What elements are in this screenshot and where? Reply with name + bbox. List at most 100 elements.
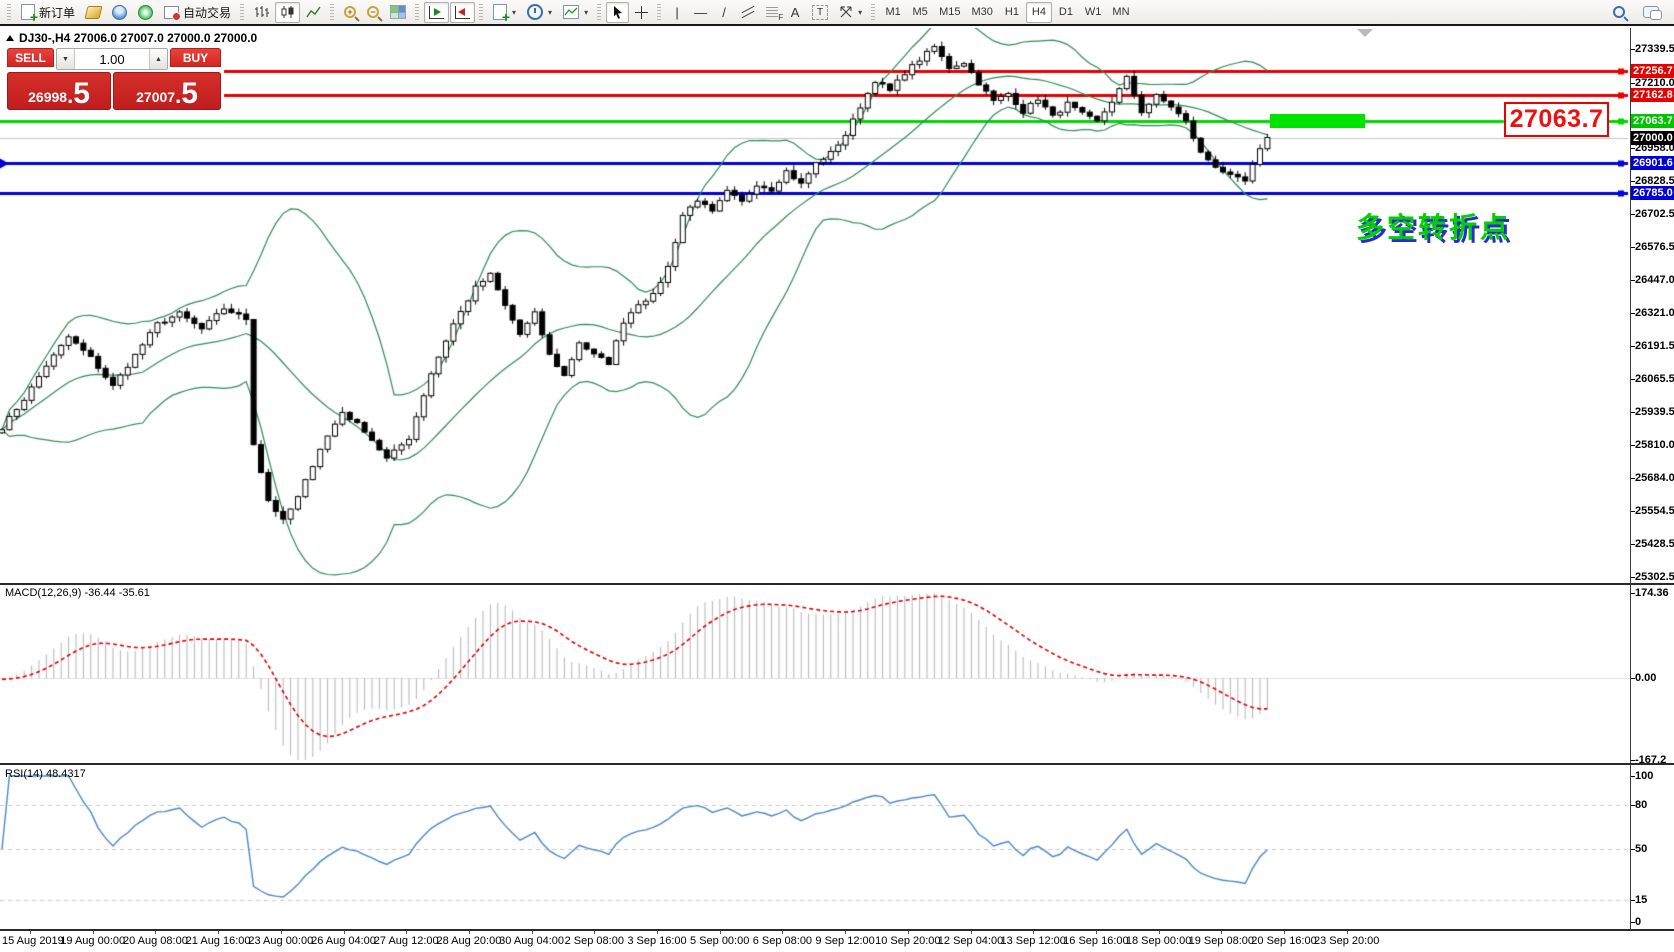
collapse-triangle-icon[interactable] (6, 35, 14, 41)
time-axis-label: 19 Sep 08:00 (1188, 935, 1255, 947)
time-axis-label: 3 Sep 16:00 (627, 935, 687, 947)
highlight-rectangle[interactable] (1270, 114, 1365, 128)
main-toolbar: 新订单 自动交易 (0, 0, 1674, 26)
auto-trading-label: 自动交易 (183, 5, 232, 20)
text-label-icon: T (812, 4, 829, 20)
volume-input[interactable]: 1.00 (99, 51, 125, 67)
timeframe-m5-button[interactable]: M5 (912, 6, 928, 18)
crosshair-tool-button[interactable] (630, 2, 653, 23)
time-axis-tick (1346, 931, 1348, 934)
axis-tick-mark (1631, 759, 1635, 761)
axis-tick-mark (1631, 544, 1635, 546)
auto-trading-button[interactable]: 自动交易 (159, 2, 236, 23)
profile-button[interactable] (107, 2, 132, 23)
buy-button[interactable]: BUY (170, 48, 221, 70)
search-button[interactable] (1608, 2, 1630, 23)
new-chart-dropdown[interactable]: ▾ (488, 2, 521, 25)
time-axis-label: 30 Aug 04:00 (499, 935, 565, 947)
rsi-panel-canvas[interactable] (0, 765, 1630, 929)
time-axis-tick (845, 931, 847, 934)
signals-icon (138, 4, 154, 20)
signals-button[interactable] (133, 2, 158, 23)
toolbar-grip (415, 4, 420, 20)
profiles-dropdown[interactable]: ▾ (522, 2, 557, 23)
price-level-badge: 27256.7 (1631, 64, 1674, 78)
price-axis-label: 26702.5 (1631, 208, 1674, 221)
axis-tick-mark (1631, 411, 1635, 413)
price-axis-column[interactable]: 27339.5 27210.0 26958.0 26828.5 26702.5 26576… (1631, 0, 1674, 952)
macd-panel-canvas[interactable] (0, 585, 1630, 763)
vertical-line-tool-button[interactable]: | (666, 2, 688, 23)
text-tool-button[interactable]: A (784, 2, 806, 23)
channel-tool-button[interactable] (736, 2, 760, 23)
line-chart-mode-button[interactable] (301, 2, 326, 23)
sell-price-box[interactable]: 26998. 5 (7, 72, 111, 110)
panel-separator[interactable] (0, 763, 1674, 765)
time-axis-label: 12 Sep 04:00 (937, 935, 1004, 947)
candlestick-mode-button[interactable] (275, 1, 301, 23)
timeframe-m30-button[interactable]: M30 (971, 6, 993, 18)
timeframe-h1-button[interactable]: H1 (1004, 6, 1019, 18)
dropdown-caret-icon: ▾ (858, 7, 863, 17)
time-axis-label: 9 Sep 12:00 (815, 935, 875, 947)
time-axis-label: 2 Sep 08:00 (564, 935, 624, 947)
chat-button[interactable] (1638, 2, 1664, 23)
toolbar-grip (330, 4, 335, 20)
price-chart-canvas[interactable] (0, 28, 1630, 583)
tile-windows-button[interactable] (385, 2, 411, 23)
timeframe-mn-button[interactable]: MN (1112, 6, 1130, 18)
timeframe-d1-button[interactable]: D1 (1058, 6, 1073, 18)
timeframe-w1-button[interactable]: W1 (1084, 6, 1102, 18)
toolbar-grip (7, 4, 11, 20)
timeframe-m15-button[interactable]: M15 (939, 6, 961, 18)
horizontal-line-tool-button[interactable]: — (689, 2, 712, 23)
time-axis-label: 20 Aug 08:00 (122, 935, 188, 947)
time-axis[interactable]: 15 Aug 2019 19 Aug 00:00 20 Aug 08:00 21 Au… (0, 931, 1630, 952)
time-axis-tick (218, 931, 220, 934)
timeframe-m1-button[interactable]: M1 (885, 6, 901, 18)
price-axis-label: 27339.5 (1631, 43, 1674, 56)
time-axis-tick (1284, 931, 1285, 934)
sell-button[interactable]: SELL (7, 48, 54, 70)
panel-separator[interactable] (0, 583, 1674, 585)
auto-scroll-button[interactable] (424, 1, 450, 23)
new-order-icon (21, 4, 38, 25)
volume-decrease-button[interactable]: ▼ (57, 49, 75, 69)
macd-axis-label: -167.2 (1631, 754, 1666, 767)
buy-price-main: 27007 (136, 89, 176, 105)
axis-tick-mark (1631, 346, 1635, 348)
indicators-dropdown[interactable]: ▾ (558, 2, 593, 23)
price-axis-label: 26958.0 (1631, 142, 1674, 155)
market-button[interactable] (81, 2, 106, 23)
zoom-in-button[interactable]: + (339, 2, 361, 23)
timeframe-h4-button[interactable]: H4 (1025, 1, 1052, 23)
volume-increase-button[interactable]: ▲ (149, 49, 167, 69)
line-chart-icon (306, 6, 321, 18)
buy-price-box[interactable]: 27007. 5 (113, 72, 221, 110)
time-axis-tick (657, 931, 658, 934)
chart-shift-button[interactable] (450, 1, 476, 23)
shapes-dropdown[interactable]: ▾ (834, 2, 867, 23)
rsi-axis-label: 50 (1631, 843, 1647, 856)
trendline-icon: / (722, 4, 726, 20)
trendline-tool-button[interactable]: / (713, 2, 735, 23)
time-axis-label: 10 Sep 20:00 (875, 935, 941, 947)
fibonacci-tool-button[interactable] (761, 2, 783, 23)
time-axis-tick (468, 931, 470, 934)
time-axis-tick (406, 931, 408, 934)
cursor-tool-button[interactable] (606, 1, 630, 23)
axis-tick-mark (1631, 848, 1635, 850)
axis-tick-mark (1631, 592, 1635, 594)
bar-chart-mode-button[interactable] (249, 2, 274, 23)
zoom-out-button[interactable]: − (362, 2, 384, 23)
new-order-button[interactable]: 新订单 (16, 2, 80, 25)
price-callout-label[interactable]: 27063.7 (1504, 102, 1609, 137)
chart-shift-marker-icon[interactable] (1357, 29, 1373, 37)
time-axis-tick (1033, 931, 1035, 934)
text-label-tool-button[interactable]: T (807, 2, 833, 23)
panel-separator[interactable] (0, 929, 1674, 931)
axis-tick-mark (1631, 181, 1635, 183)
chart-annotation-text[interactable]: 多空转折点 (1356, 212, 1512, 243)
toolbar-grip (657, 4, 662, 20)
time-axis-label: 23 Sep 20:00 (1313, 935, 1380, 947)
